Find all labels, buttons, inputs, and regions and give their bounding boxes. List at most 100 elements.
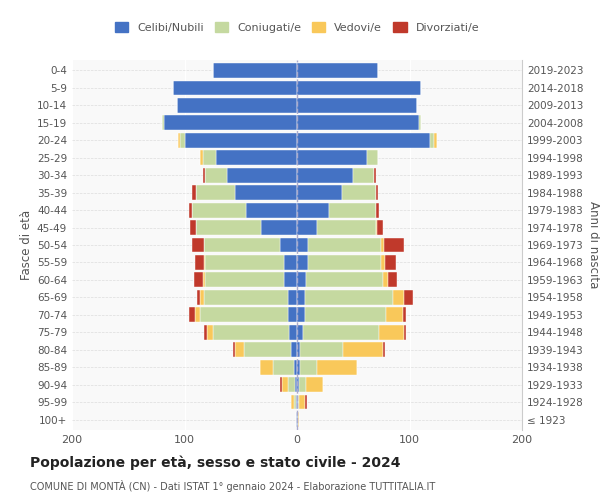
Bar xyxy=(203,272,205,287)
Bar xyxy=(203,168,205,182)
Bar xyxy=(244,342,292,357)
Bar xyxy=(193,238,203,252)
Bar xyxy=(293,360,297,374)
Bar xyxy=(299,377,306,392)
Bar xyxy=(212,63,297,78)
Bar xyxy=(164,116,297,130)
Bar xyxy=(205,272,284,287)
Bar xyxy=(382,255,385,270)
Bar xyxy=(200,150,203,165)
Bar xyxy=(296,394,297,409)
Bar xyxy=(297,290,305,305)
Bar xyxy=(288,290,297,305)
Bar xyxy=(376,220,377,235)
Bar xyxy=(292,394,293,409)
Bar xyxy=(203,150,216,165)
Bar xyxy=(404,290,413,305)
Bar xyxy=(203,290,288,305)
Bar xyxy=(317,360,356,374)
Bar xyxy=(194,308,200,322)
Bar xyxy=(280,377,283,392)
Bar xyxy=(283,377,288,392)
Bar xyxy=(295,377,297,392)
Bar xyxy=(189,308,194,322)
Bar xyxy=(180,133,185,148)
Bar xyxy=(383,342,385,357)
Bar xyxy=(203,325,207,340)
Bar xyxy=(297,63,378,78)
Bar xyxy=(197,290,200,305)
Bar xyxy=(329,202,376,218)
Bar xyxy=(203,255,205,270)
Bar xyxy=(297,185,342,200)
Bar xyxy=(280,238,297,252)
Bar xyxy=(297,168,353,182)
Bar xyxy=(298,394,299,409)
Bar xyxy=(377,220,383,235)
Bar xyxy=(216,150,297,165)
Bar xyxy=(343,342,383,357)
Bar xyxy=(190,220,196,235)
Bar xyxy=(305,308,386,322)
Bar xyxy=(205,255,284,270)
Bar xyxy=(297,325,302,340)
Bar xyxy=(297,394,298,409)
Bar xyxy=(247,202,297,218)
Bar xyxy=(178,133,180,148)
Bar xyxy=(235,185,297,200)
Bar xyxy=(185,133,297,148)
Bar xyxy=(196,220,261,235)
Bar xyxy=(297,220,317,235)
Bar xyxy=(297,238,308,252)
Bar xyxy=(193,185,196,200)
Bar xyxy=(297,133,430,148)
Bar xyxy=(419,116,421,130)
Bar xyxy=(306,272,383,287)
Legend: Celibi/Nubili, Coniugati/e, Vedovi/e, Divorziati/e: Celibi/Nubili, Coniugati/e, Vedovi/e, Di… xyxy=(110,18,484,37)
Bar xyxy=(299,394,305,409)
Bar xyxy=(194,255,203,270)
Bar xyxy=(382,238,383,252)
Bar xyxy=(292,342,297,357)
Y-axis label: Anni di nascita: Anni di nascita xyxy=(587,202,600,288)
Bar xyxy=(297,360,301,374)
Bar xyxy=(297,272,306,287)
Bar xyxy=(298,412,299,427)
Bar xyxy=(434,133,437,148)
Bar xyxy=(305,290,392,305)
Bar xyxy=(302,325,379,340)
Bar xyxy=(297,202,329,218)
Bar xyxy=(308,238,382,252)
Bar xyxy=(176,98,297,113)
Bar xyxy=(297,377,299,392)
Bar xyxy=(301,360,317,374)
Bar xyxy=(308,255,382,270)
Bar xyxy=(162,116,164,130)
Bar xyxy=(297,80,421,96)
Bar xyxy=(297,255,308,270)
Bar xyxy=(196,185,235,200)
Bar xyxy=(373,168,376,182)
Bar xyxy=(212,325,289,340)
Bar xyxy=(379,325,404,340)
Bar xyxy=(301,342,343,357)
Bar xyxy=(173,80,297,96)
Bar xyxy=(385,255,396,270)
Bar xyxy=(205,168,227,182)
Bar xyxy=(297,412,298,427)
Bar xyxy=(297,98,418,113)
Bar xyxy=(403,308,406,322)
Bar xyxy=(207,325,212,340)
Text: COMUNE DI MONTÀ (CN) - Dati ISTAT 1° gennaio 2024 - Elaborazione TUTTITALIA.IT: COMUNE DI MONTÀ (CN) - Dati ISTAT 1° gen… xyxy=(30,480,435,492)
Bar xyxy=(289,325,297,340)
Bar xyxy=(233,342,235,357)
Bar xyxy=(297,342,301,357)
Bar xyxy=(383,238,404,252)
Bar xyxy=(193,202,247,218)
Bar xyxy=(342,185,376,200)
Bar xyxy=(193,272,203,287)
Bar xyxy=(430,133,434,148)
Bar xyxy=(386,308,403,322)
Bar xyxy=(297,116,419,130)
Bar xyxy=(227,168,297,182)
